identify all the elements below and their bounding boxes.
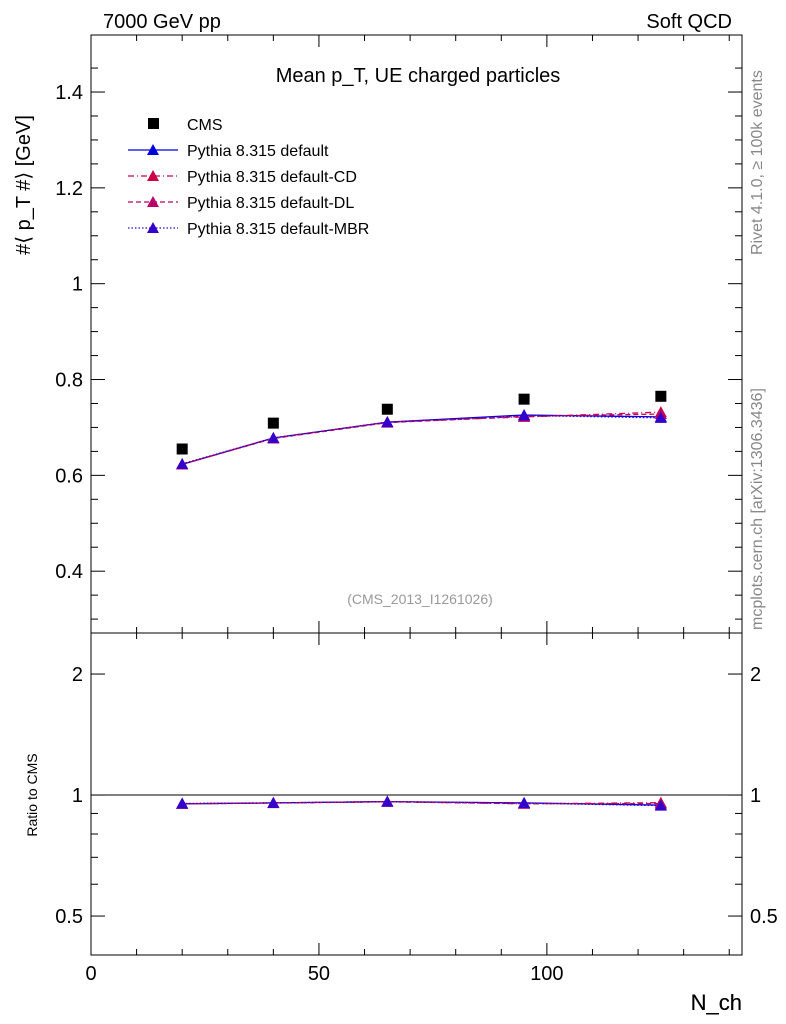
y-tick-label: 0.4 [55, 561, 83, 583]
legend-marker [147, 170, 159, 181]
ratio-y-tick-label: 1 [72, 785, 83, 807]
ratio-frame [90, 632, 743, 956]
cms-data-point [267, 417, 279, 429]
header-left: 7000 GeV pp [103, 11, 221, 33]
legend-entry: Pythia 8.315 default-CD [187, 169, 357, 186]
legend-cms-marker [148, 118, 159, 129]
y-tick-label: 1 [72, 274, 83, 296]
ratio-y-tick-label: 0.5 [55, 906, 83, 928]
series-marker-4 [267, 431, 280, 443]
series-marker-3 [518, 797, 531, 809]
series-line-4 [181, 414, 661, 465]
ratio-ylabel: Ratio to CMS [24, 753, 40, 836]
legend-marker [147, 144, 159, 155]
series-line-3 [181, 413, 661, 465]
y-tick-label: 0.6 [55, 465, 83, 487]
y-tick-label: 0.8 [55, 370, 83, 392]
series-marker-3 [267, 796, 280, 808]
rivet-label: Rivet 4.1.0, ≥ 100k events [749, 70, 766, 255]
x-axis-label-main: N_ch [691, 990, 742, 1015]
ratio-y-tick-label: 2 [72, 664, 83, 686]
series-marker-4 [518, 409, 531, 421]
legend-entry: CMS [187, 117, 223, 134]
y-axis-label: #⟨ p_T #⟩ [GeV] [13, 115, 35, 255]
header-right: Soft QCD [646, 11, 732, 33]
legend-entry: Pythia 8.315 default-MBR [187, 221, 369, 238]
x-tick-label: 0 [85, 963, 96, 985]
series-marker-4 [176, 457, 189, 469]
series-marker-3 [654, 799, 667, 811]
legend-marker [147, 222, 159, 233]
x-tick-label: 100 [530, 963, 563, 985]
y-tick-label: 1.2 [55, 178, 83, 200]
series-marker-4 [381, 416, 394, 428]
ratio-y-tick-label: 0.5 [750, 906, 778, 928]
series-marker-3 [381, 795, 394, 807]
series-line-3 [182, 800, 661, 807]
cms-data-point [518, 393, 530, 405]
y-tick-label: 1.4 [55, 82, 83, 104]
chart-title: Mean p_T, UE charged particles [276, 65, 561, 87]
series-marker-4 [654, 411, 667, 423]
series-marker-3 [176, 797, 189, 809]
cms-data-point [655, 390, 667, 402]
cms-data-point [176, 443, 188, 455]
legend-entry: Pythia 8.315 default-DL [187, 195, 354, 212]
series-line-1 [181, 414, 661, 465]
legend-entry: Pythia 8.315 default [187, 143, 329, 160]
ratio-y-tick-label: 1 [750, 785, 761, 807]
cms-data-point [381, 403, 393, 415]
legend-marker [147, 196, 159, 207]
ratio-y-tick-label: 2 [750, 664, 761, 686]
x-tick-label: 50 [308, 963, 330, 985]
mcplots-label: mcplots.cern.ch [arXiv:1306.3436] [749, 388, 766, 630]
x-axis-label: N_ch [691, 990, 742, 1015]
analysis-watermark: (CMS_2013_I1261026) [347, 591, 493, 607]
